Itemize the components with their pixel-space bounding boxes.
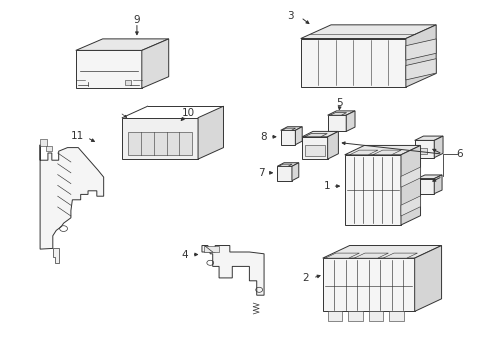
- Polygon shape: [198, 106, 223, 159]
- Polygon shape: [327, 115, 346, 131]
- Polygon shape: [414, 136, 442, 140]
- Polygon shape: [277, 166, 291, 181]
- Text: 5: 5: [336, 98, 343, 108]
- Text: 6: 6: [455, 149, 462, 159]
- Polygon shape: [282, 128, 295, 130]
- Text: 9: 9: [133, 15, 140, 25]
- Polygon shape: [122, 118, 198, 159]
- Polygon shape: [416, 175, 441, 179]
- Polygon shape: [76, 39, 168, 50]
- Polygon shape: [295, 127, 302, 145]
- Polygon shape: [277, 163, 298, 166]
- Polygon shape: [322, 258, 414, 311]
- Bar: [347, 311, 362, 321]
- Polygon shape: [353, 253, 387, 258]
- Polygon shape: [344, 155, 400, 225]
- Polygon shape: [76, 50, 142, 88]
- Polygon shape: [400, 167, 420, 187]
- Polygon shape: [400, 196, 420, 216]
- Text: 1: 1: [323, 181, 329, 191]
- Polygon shape: [142, 39, 168, 88]
- Polygon shape: [416, 179, 433, 194]
- Polygon shape: [300, 39, 405, 87]
- Text: 3: 3: [287, 11, 294, 21]
- Polygon shape: [329, 113, 346, 115]
- Polygon shape: [280, 130, 295, 145]
- Text: 10: 10: [182, 108, 194, 118]
- Polygon shape: [433, 175, 441, 194]
- Text: 8: 8: [259, 132, 266, 142]
- Polygon shape: [302, 131, 338, 137]
- Polygon shape: [325, 253, 359, 258]
- Bar: [46, 146, 52, 151]
- Polygon shape: [372, 150, 400, 155]
- Polygon shape: [280, 127, 302, 130]
- Polygon shape: [300, 25, 435, 39]
- Bar: [416, 148, 426, 154]
- Text: 11: 11: [70, 131, 84, 141]
- Polygon shape: [204, 246, 219, 252]
- Polygon shape: [346, 111, 354, 131]
- Bar: [128, 132, 192, 155]
- Polygon shape: [383, 253, 417, 258]
- Polygon shape: [40, 145, 103, 249]
- Polygon shape: [349, 150, 377, 155]
- Polygon shape: [322, 246, 441, 258]
- Polygon shape: [414, 140, 433, 158]
- Bar: [327, 311, 342, 321]
- Polygon shape: [304, 134, 326, 137]
- Bar: [304, 145, 325, 156]
- Polygon shape: [405, 39, 435, 60]
- Polygon shape: [302, 137, 327, 159]
- Polygon shape: [202, 246, 264, 295]
- Polygon shape: [433, 136, 442, 158]
- Polygon shape: [291, 163, 298, 181]
- Bar: [368, 311, 383, 321]
- Polygon shape: [327, 131, 338, 159]
- Text: 4: 4: [181, 249, 188, 260]
- Text: 2: 2: [302, 273, 308, 283]
- Polygon shape: [344, 145, 420, 155]
- Polygon shape: [327, 111, 354, 115]
- Bar: [125, 80, 131, 85]
- Polygon shape: [400, 145, 420, 225]
- Polygon shape: [53, 248, 59, 263]
- Polygon shape: [414, 246, 441, 311]
- Text: 7: 7: [258, 168, 264, 178]
- Polygon shape: [405, 25, 435, 87]
- Bar: [40, 139, 47, 146]
- Polygon shape: [278, 164, 291, 166]
- Bar: [388, 311, 403, 321]
- Polygon shape: [405, 59, 435, 80]
